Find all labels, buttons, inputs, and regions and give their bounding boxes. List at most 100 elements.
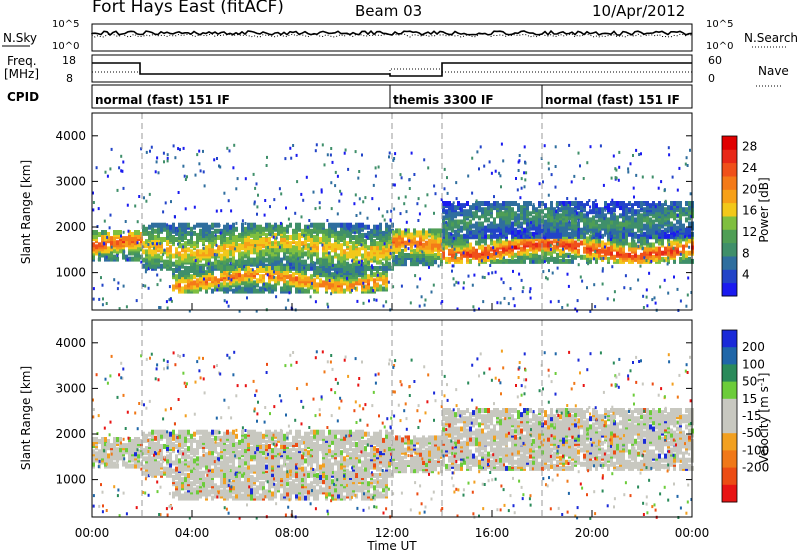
power-cell bbox=[526, 201, 529, 204]
power-cell bbox=[568, 143, 571, 147]
velocity-cell bbox=[142, 448, 145, 454]
power-cell bbox=[523, 231, 526, 237]
power-cell bbox=[289, 241, 292, 247]
power-cell bbox=[667, 250, 670, 256]
power-cell bbox=[634, 231, 637, 237]
power-cell bbox=[194, 173, 197, 177]
power-cell bbox=[137, 256, 140, 262]
power-cell bbox=[437, 264, 440, 268]
freq-unit-label: [MHz] bbox=[4, 67, 39, 81]
power-cell bbox=[613, 236, 616, 242]
power-cell bbox=[122, 186, 125, 190]
power-cell bbox=[218, 164, 220, 168]
velocity-cell bbox=[128, 463, 131, 469]
velocity-cell bbox=[241, 437, 244, 443]
power-cell bbox=[106, 235, 109, 239]
power-cell bbox=[556, 266, 559, 270]
power-cell bbox=[268, 288, 271, 294]
power-cell bbox=[523, 145, 526, 149]
power-cell bbox=[343, 274, 346, 280]
power-cell bbox=[262, 249, 265, 255]
power-cell bbox=[661, 236, 664, 242]
power-cell bbox=[163, 248, 166, 252]
power-cell bbox=[425, 240, 428, 246]
power-cell bbox=[95, 166, 98, 170]
power-cell bbox=[499, 223, 502, 229]
velocity-cell bbox=[241, 429, 244, 435]
power-cell bbox=[628, 252, 631, 258]
power-cell bbox=[268, 237, 271, 242]
power-cell bbox=[370, 245, 373, 251]
power-cell bbox=[670, 205, 673, 211]
power-cell bbox=[215, 243, 218, 247]
power-cell bbox=[571, 217, 574, 223]
power-cell bbox=[385, 266, 388, 271]
power-cell bbox=[187, 230, 190, 236]
power-cell bbox=[148, 235, 151, 240]
power-cell bbox=[437, 238, 440, 244]
velocity-cell bbox=[187, 429, 190, 435]
power-cell bbox=[576, 299, 579, 303]
power-cell bbox=[616, 238, 619, 244]
power-cell bbox=[399, 173, 402, 177]
power-cell bbox=[373, 298, 376, 302]
power-cell bbox=[583, 213, 586, 219]
power-cell bbox=[229, 235, 232, 240]
power-cell bbox=[505, 225, 508, 231]
power-cell bbox=[550, 227, 553, 231]
power-cell bbox=[625, 227, 628, 233]
power-cell bbox=[463, 215, 466, 221]
power-cell bbox=[340, 257, 343, 263]
power-cell bbox=[226, 257, 229, 263]
power-cell bbox=[325, 280, 328, 286]
power-cell bbox=[265, 222, 268, 228]
freq-tick-top: 18 bbox=[62, 54, 76, 67]
power-cell bbox=[643, 246, 646, 252]
power-cell bbox=[196, 222, 199, 228]
power-cell bbox=[549, 247, 552, 251]
power-cell bbox=[440, 228, 443, 234]
power-cell bbox=[187, 222, 190, 228]
power-cell bbox=[172, 235, 175, 240]
power-cell bbox=[367, 230, 370, 236]
power-cell bbox=[153, 246, 155, 250]
velocity-cell bbox=[211, 458, 214, 464]
power-cell bbox=[268, 249, 271, 255]
power-cell bbox=[457, 219, 460, 225]
power-cell bbox=[254, 244, 257, 248]
power-cell bbox=[514, 227, 517, 233]
power-cell bbox=[499, 301, 502, 305]
power-cell bbox=[610, 237, 612, 241]
power-cell bbox=[469, 219, 472, 225]
power-cell bbox=[610, 219, 613, 225]
power-cell bbox=[202, 149, 204, 153]
velocity-cell bbox=[125, 447, 128, 453]
power-colorbar-swatch bbox=[722, 229, 737, 244]
power-cell bbox=[353, 202, 356, 206]
power-cell bbox=[553, 231, 556, 237]
power-cell bbox=[334, 241, 337, 247]
velocity-cell bbox=[178, 437, 181, 443]
power-cell bbox=[158, 306, 161, 309]
power-cell bbox=[373, 266, 376, 271]
power-cell bbox=[428, 265, 430, 269]
power-cell bbox=[187, 253, 190, 259]
power-cell bbox=[301, 251, 304, 257]
power-cell bbox=[280, 286, 283, 292]
power-cell bbox=[154, 239, 157, 245]
power-cell bbox=[682, 223, 685, 229]
power-cell bbox=[337, 222, 340, 228]
power-cell bbox=[544, 250, 547, 256]
power-cell bbox=[567, 284, 570, 288]
power-cell bbox=[682, 207, 685, 213]
power-cell bbox=[649, 221, 652, 227]
power-cell bbox=[244, 226, 247, 232]
power-cell bbox=[271, 251, 274, 257]
power-cell bbox=[352, 251, 355, 257]
power-cell bbox=[190, 249, 193, 255]
power-cell bbox=[457, 231, 460, 237]
power-cell bbox=[295, 257, 298, 263]
velocity-cell bbox=[217, 435, 220, 441]
power-cell bbox=[159, 306, 162, 310]
